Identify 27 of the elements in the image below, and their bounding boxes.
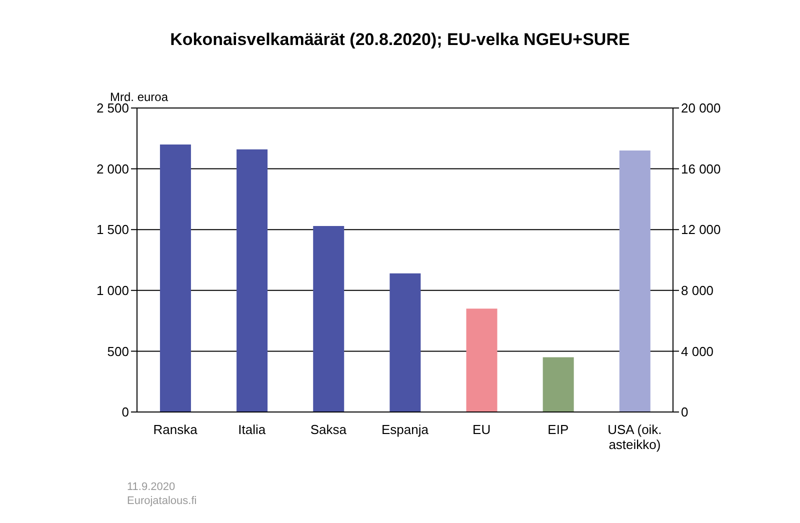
y-tick-label: 1 000 <box>96 283 129 298</box>
y2-tick-label: 12 000 <box>681 222 721 238</box>
text: Eurojatalous.fi <box>127 494 197 508</box>
y2-tick-label: 8 000 <box>681 283 714 298</box>
y2-tick-label: 0 <box>681 404 688 420</box>
x-tick-label: Ranska <box>153 422 198 437</box>
bar <box>466 308 498 412</box>
chart-title: Kokonaisvelkamäärät (20.8.2020); EU-velka NGEU+SURE <box>169 30 631 50</box>
y2-tick-label: 16 000 <box>681 161 721 176</box>
x-tick-label: USA (oik. asteikko) <box>608 422 662 452</box>
x-tick-label: EIP <box>548 422 569 437</box>
x-tick-label: Italia <box>238 422 266 437</box>
x-tick-label: Espanja <box>382 422 430 437</box>
bar <box>236 149 268 412</box>
y-tick-label: 1 500 <box>96 222 129 238</box>
y-tick-label: 0 <box>122 404 129 420</box>
bar <box>313 226 344 412</box>
y2-tick-label: 20 000 <box>681 100 721 116</box>
text: 11.9.2020 <box>127 480 176 494</box>
bar <box>542 357 574 412</box>
x-tick-label: Saksa <box>310 422 348 437</box>
x-tick-label: EU <box>472 422 491 437</box>
bar <box>160 144 191 412</box>
bar <box>390 273 421 412</box>
y-tick-label: 500 <box>107 344 129 359</box>
y2-tick-label: 4 000 <box>681 344 714 359</box>
y-tick-label: 2 000 <box>96 161 129 176</box>
